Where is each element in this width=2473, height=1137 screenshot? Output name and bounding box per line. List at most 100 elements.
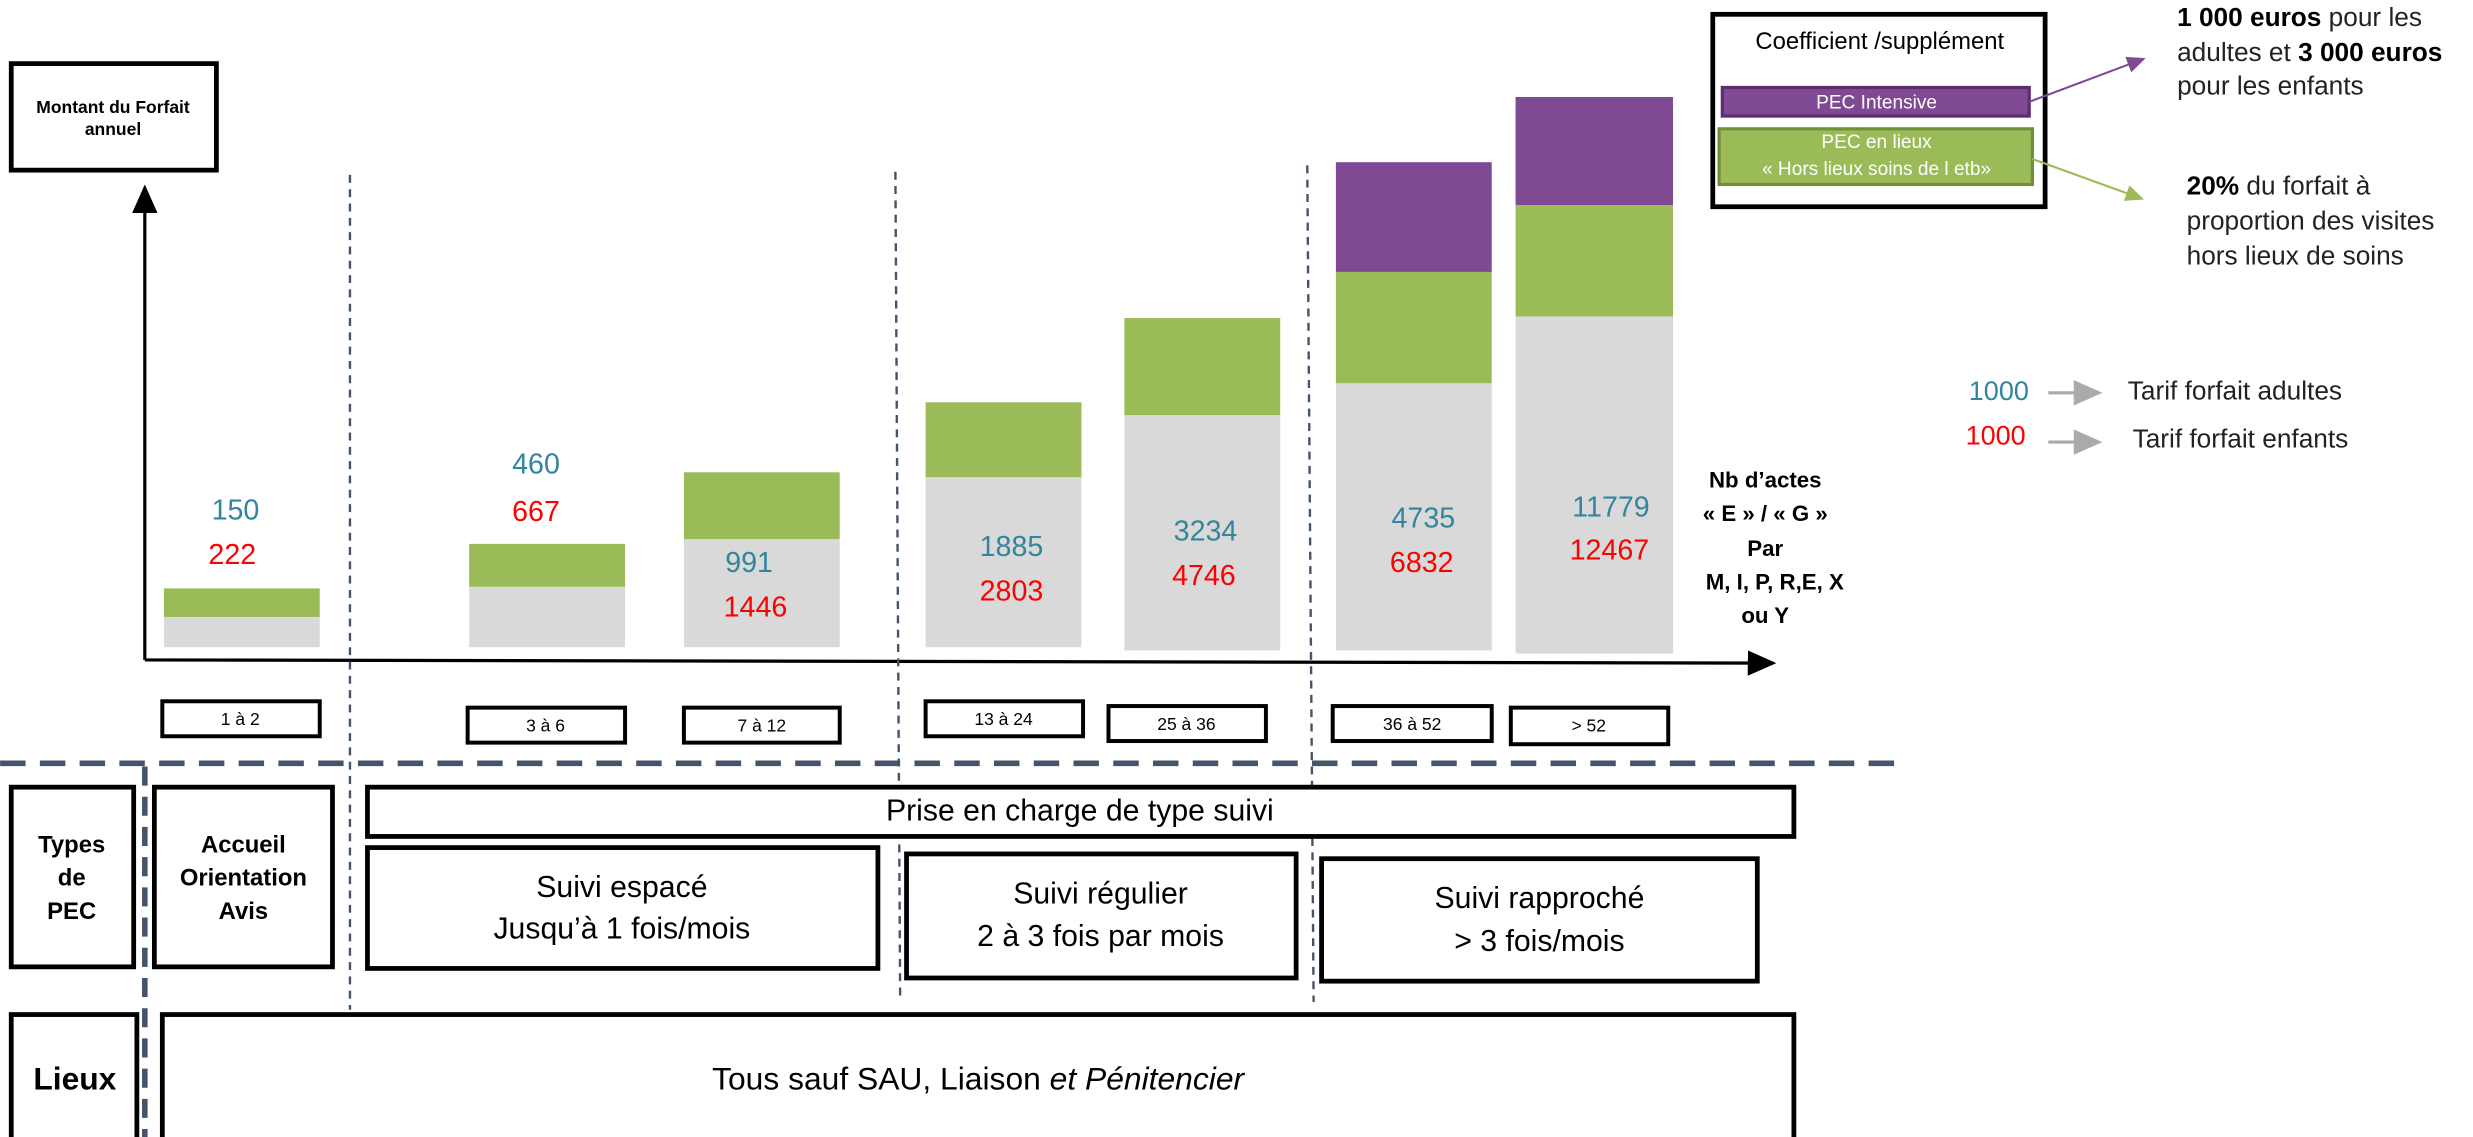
types-box: [8, 784, 137, 970]
espace-label: Jusqu’à 1 fois/mois: [493, 912, 750, 945]
separator: [894, 171, 902, 1002]
range-box: [923, 699, 1086, 739]
adult-value: 3234: [1174, 515, 1238, 547]
bar-intensive: [1515, 97, 1674, 206]
regulier-label: 2 à 3 fois par mois: [977, 920, 1224, 953]
child-value: 12467: [1570, 534, 1650, 566]
child-value: 2803: [980, 576, 1044, 608]
bar-lieux: [925, 402, 1082, 478]
types-label: de: [58, 865, 86, 892]
arrow: [2028, 56, 2146, 103]
note: adultes et 3 000 euros: [2177, 37, 2442, 67]
adult-value: 991: [725, 547, 773, 579]
range-label: > 52: [1571, 715, 1606, 735]
note-bold: 3 000 euros: [2298, 37, 2442, 67]
range-label: 1 à 2: [221, 709, 260, 729]
note-text: pour les enfants: [2177, 70, 2364, 100]
range-box: [1330, 704, 1494, 744]
child-value: 1446: [724, 592, 788, 624]
bar-base: [469, 586, 626, 648]
tariff-label: Tarif forfait enfants: [2133, 423, 2349, 453]
legend-lieux: [1717, 127, 2034, 187]
types-label: Types: [38, 831, 105, 858]
note-bold: 20%: [2187, 171, 2239, 201]
child-value: 6832: [1390, 547, 1454, 579]
x-label-line: ou Y: [1741, 603, 1789, 628]
espace-box: [365, 845, 881, 971]
x-label-line: M, I, P, R,E, X: [1706, 569, 1844, 594]
regulier-box: [904, 851, 1299, 981]
accueil-label: Avis: [219, 898, 268, 925]
range-label: 7 à 12: [738, 715, 787, 735]
tous-text: Tous sauf SAU, Liaison: [712, 1061, 1050, 1097]
y-label: annuel: [85, 119, 141, 139]
range-label: 36 à 52: [1383, 714, 1441, 734]
note-bold: 1 000 euros: [2177, 2, 2321, 32]
adult-value: 150: [212, 495, 260, 527]
suivi-label: Prise en charge de type suivi: [886, 795, 1274, 828]
lieux-label: Lieux: [33, 1061, 116, 1097]
separator: [1306, 165, 1315, 1002]
rapproche-label: > 3 fois/mois: [1454, 925, 1624, 958]
tariff-sample: 1000: [1966, 420, 2026, 450]
bar-base: [683, 539, 840, 648]
accueil-box: [151, 784, 335, 970]
bar-lieux: [163, 588, 320, 618]
arrow: [2032, 158, 2145, 201]
bar-lieux: [1124, 318, 1281, 416]
note: 1 000 euros pour les: [2177, 2, 2422, 32]
note-text: proportion des visites: [2187, 206, 2435, 236]
x-axis: [144, 650, 1777, 676]
types-label: PEC: [47, 898, 96, 925]
note-text: adultes et: [2177, 37, 2298, 67]
bar-intensive: [1335, 162, 1492, 272]
accueil-label: Orientation: [180, 865, 307, 892]
tous-box: [159, 1012, 1797, 1137]
legend-intensive: [1720, 85, 2031, 118]
x-label-line: Par: [1747, 536, 1783, 561]
range-box: [1106, 704, 1268, 744]
adult-value: 460: [512, 448, 560, 480]
bar-lieux: [1335, 271, 1492, 384]
regulier-label: Suivi régulier: [1013, 877, 1188, 910]
note: pour les enfants: [2177, 70, 2364, 100]
bar-lieux: [1515, 205, 1674, 317]
legend-label: « Hors lieux soins de l etb»: [1762, 159, 1991, 180]
legend-title: Coefficient /supplément: [1755, 28, 2004, 55]
rapproche-box: [1319, 856, 1760, 984]
adult-value: 1885: [980, 531, 1044, 563]
range-box: [1508, 705, 1671, 747]
child-value: 667: [512, 496, 560, 528]
x-label-line: Nb d’actes: [1709, 468, 1822, 493]
note: proportion des visites: [2187, 206, 2435, 236]
bar-base: [1124, 415, 1281, 651]
range-label: 25 à 36: [1157, 714, 1215, 734]
bar-lieux: [683, 472, 840, 540]
legend-label: PEC en lieux: [1821, 132, 1932, 153]
note: hors lieux de soins: [2187, 241, 2404, 271]
tariff-label: Tarif forfait adultes: [2128, 376, 2342, 406]
range-box: [465, 705, 628, 745]
child-value: 4746: [1172, 560, 1236, 592]
range-box: [160, 699, 322, 739]
note: 20% du forfait à: [2187, 171, 2371, 201]
accueil-label: Accueil: [201, 831, 286, 858]
espace-label: Suivi espacé: [536, 871, 707, 904]
suivi-box: [365, 784, 1797, 839]
note-text: pour les: [2321, 2, 2422, 32]
x-label-line: « E » / « G »: [1703, 501, 1828, 526]
lieux-box: [8, 1012, 140, 1137]
bar-base: [1335, 383, 1492, 651]
child-value: 222: [208, 539, 256, 571]
tous-italic: et Pénitencier: [1050, 1061, 1246, 1097]
rapproche-label: Suivi rapproché: [1435, 882, 1645, 915]
note-text: hors lieux de soins: [2187, 241, 2404, 271]
bar-base: [163, 617, 320, 648]
x-label: Nb d’actes « E » / « G » Par M, I, P, R,…: [1703, 468, 1844, 628]
range-box: [681, 705, 842, 745]
bar-base: [925, 477, 1082, 648]
range-label: 3 à 6: [526, 715, 565, 735]
adult-value: 11779: [1572, 491, 1649, 523]
y-label-box: [8, 61, 219, 173]
